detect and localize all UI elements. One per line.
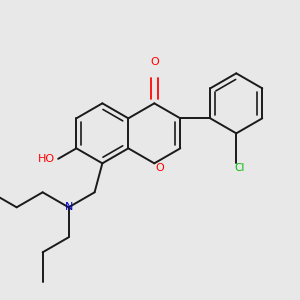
Text: O: O [155,163,164,173]
Text: N: N [64,202,73,212]
Text: Cl: Cl [234,163,245,173]
Text: O: O [150,57,159,67]
Text: HO: HO [38,154,55,164]
